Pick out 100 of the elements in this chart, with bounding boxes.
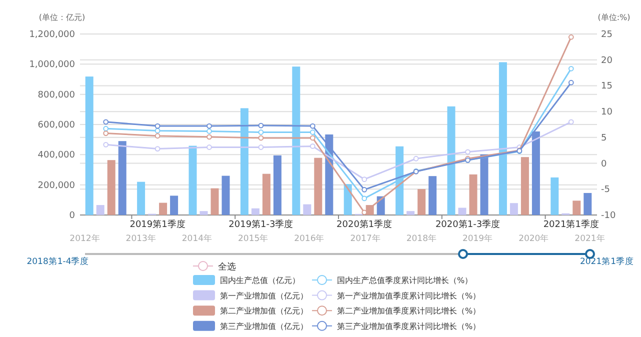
bar [480, 154, 488, 215]
y2-tick-label: 20 [601, 56, 613, 66]
x-tick-label: 2020第1季度 [336, 219, 392, 230]
bar [584, 192, 592, 215]
text: 全选 [218, 262, 236, 272]
point [258, 122, 264, 128]
point [568, 119, 574, 125]
bar [572, 200, 581, 215]
bar [469, 174, 478, 215]
x-tick-label: 2019第1-3季度 [228, 219, 294, 230]
bar [210, 188, 219, 215]
bar [396, 146, 404, 215]
y-tick-label: 0 [69, 211, 76, 221]
point [568, 34, 574, 40]
point [103, 142, 109, 148]
point [310, 130, 316, 135]
text: 2021第1季度 [580, 256, 634, 267]
bar [428, 176, 437, 215]
bar [137, 182, 146, 215]
point [362, 196, 368, 202]
y2-tick-label: 10 [601, 108, 613, 118]
text: 2020年 [518, 233, 550, 244]
bar [550, 177, 559, 215]
bar [376, 196, 385, 215]
y2-tick-label: 5 [601, 133, 607, 144]
bar [107, 160, 116, 215]
point [310, 144, 316, 149]
text: 2012年 [70, 233, 100, 244]
y2-tick-label: -5 [601, 185, 610, 196]
bar [344, 184, 352, 215]
text: 2021年 [574, 233, 606, 244]
bar [188, 146, 197, 215]
text: 2018第1-4季度 [26, 256, 90, 267]
bar [251, 208, 260, 215]
bar [418, 189, 426, 215]
point [310, 135, 316, 141]
bar [292, 66, 300, 215]
point [258, 130, 264, 135]
text: 2018年 [406, 233, 437, 244]
point [206, 134, 212, 140]
point [465, 149, 470, 155]
bar [200, 211, 208, 215]
point [103, 130, 109, 136]
bar [118, 141, 126, 215]
y-tick-label: 600,000 [38, 120, 76, 130]
legend-label: 第三产业增加值季度累计同比增长（%） [337, 322, 481, 331]
bar [240, 108, 248, 215]
point [568, 66, 574, 72]
bar [532, 131, 540, 215]
legend-label: 国内生产总值季度累计同比增长（%） [337, 276, 473, 285]
point [568, 80, 574, 86]
point [310, 123, 316, 129]
y-axis-title: (单位：亿元) [38, 13, 86, 22]
point [154, 123, 160, 129]
x-tick-label: 2020第1-3季度 [435, 219, 500, 230]
point [258, 135, 264, 141]
bar [458, 208, 466, 215]
y-tick-label: 200,000 [38, 180, 76, 191]
y-tick-label: 800,000 [38, 90, 76, 100]
text: 2013年 [126, 233, 156, 244]
point [258, 144, 264, 150]
point [103, 126, 109, 132]
bar [510, 203, 518, 215]
legend-label: 第二产业增加值季度累计同比增长（%） [337, 306, 481, 316]
bar [170, 196, 178, 215]
y2-tick-label: 25 [601, 30, 612, 40]
text: 2016年 [294, 233, 325, 244]
x-tick-label: 2021第1季度 [543, 219, 599, 230]
bar [447, 106, 456, 215]
bar [96, 205, 104, 215]
bar [314, 158, 322, 215]
y-tick-label: 400,000 [38, 150, 76, 161]
y2-axis-title: (单位:%) [598, 13, 630, 22]
point [206, 123, 212, 129]
point [362, 176, 368, 182]
bar [273, 155, 282, 215]
point [154, 133, 160, 139]
text: 2015年 [238, 233, 269, 244]
legend-label: 国内生产总值（亿元） [220, 276, 300, 285]
legend-label: 第一产业增加值（亿元） [220, 291, 308, 300]
bar [520, 157, 529, 215]
y-tick-label: 1,200,000 [29, 30, 76, 40]
bar [85, 76, 94, 215]
point [413, 156, 419, 162]
bar [303, 204, 312, 215]
y2-tick-label: 15 [601, 82, 612, 92]
legend-label: 第二产业增加值（亿元） [220, 306, 308, 316]
bar [498, 62, 507, 215]
text: 2019年 [462, 233, 494, 244]
text: 2014年 [182, 233, 213, 244]
text: 2017年 [350, 233, 381, 244]
point [103, 119, 109, 125]
point [206, 128, 212, 134]
y-tick-label: 1,000,000 [29, 60, 76, 70]
point [206, 144, 212, 150]
bar [222, 176, 230, 215]
bar [406, 211, 415, 215]
point [154, 128, 160, 134]
legend-label: 第三产业增加值（亿元） [220, 322, 308, 331]
y2-tick-label: -10 [601, 211, 616, 221]
